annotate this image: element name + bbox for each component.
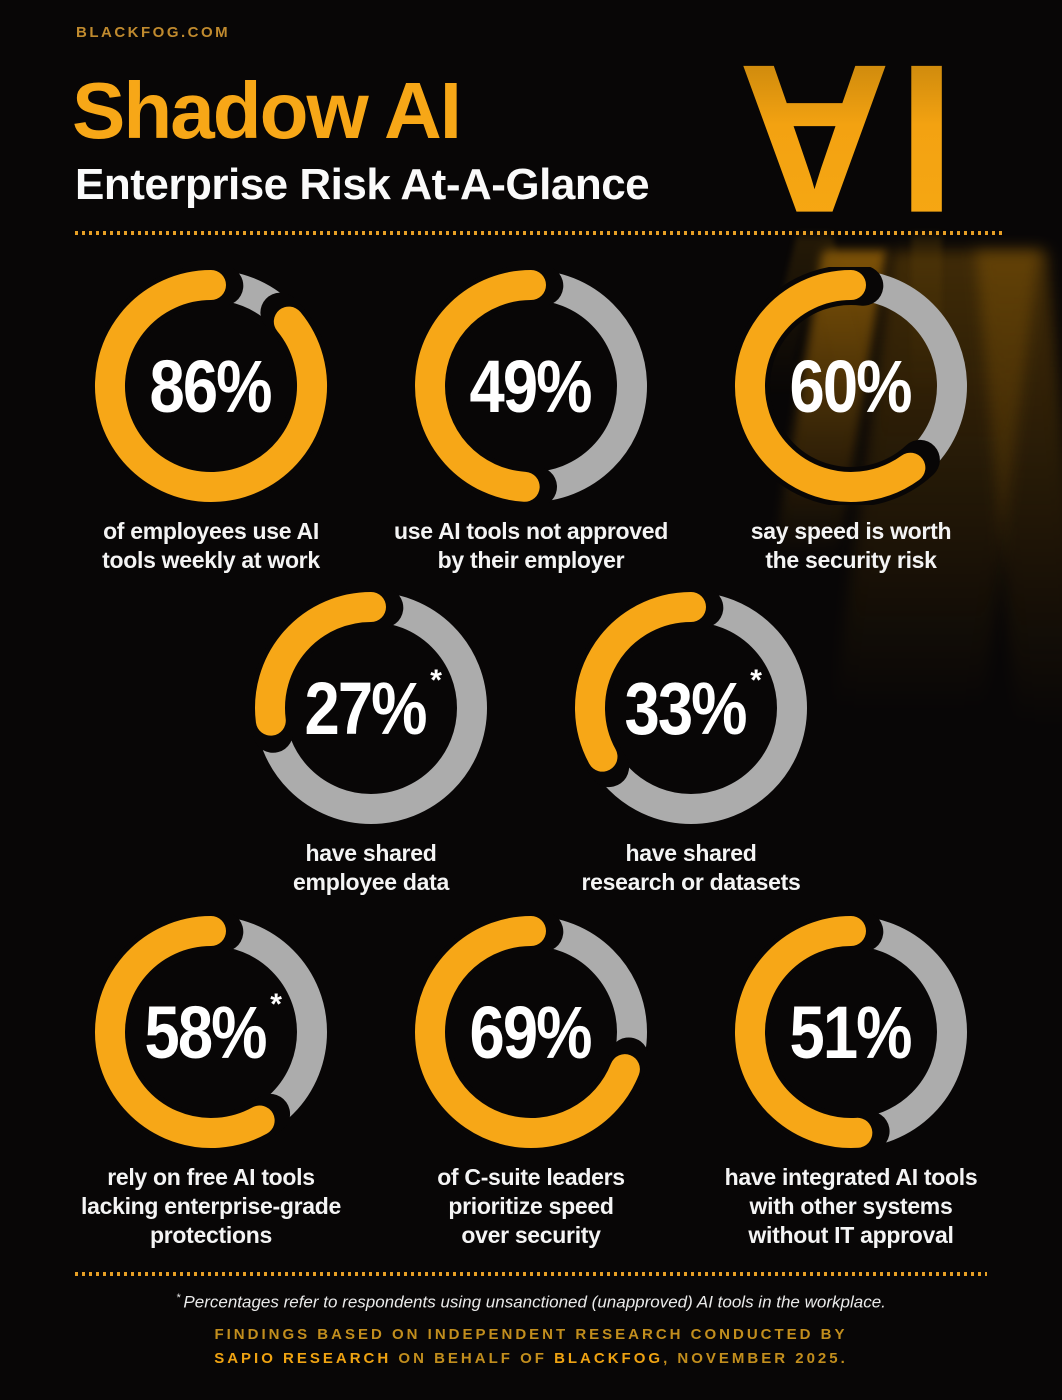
footer-on-behalf-of: ON BEHALF OF bbox=[391, 1350, 555, 1368]
stat-card: 49% use AI tools not approved by their e… bbox=[371, 267, 691, 575]
stat-value-number: 58% bbox=[144, 990, 268, 1074]
stat-card: 60% say speed is worth the security risk bbox=[691, 267, 1011, 575]
stat-caption: have integrated AI tools with other syst… bbox=[724, 1163, 978, 1248]
donut-ring-svg bbox=[412, 267, 647, 505]
stat-value: 51% bbox=[732, 913, 970, 1151]
stat-value-number: 33% bbox=[624, 666, 748, 750]
donut-chart: 49% bbox=[412, 267, 650, 505]
page-title: Shadow AI bbox=[72, 66, 462, 155]
donut-chart: 60% bbox=[732, 267, 970, 505]
stat-card: 33% * have shared research or datasets bbox=[531, 588, 851, 897]
stat-value-number: 49% bbox=[469, 344, 592, 428]
donut-chart: 33% * bbox=[572, 588, 810, 827]
footnote-text: Percentages refer to respondents using u… bbox=[183, 1292, 886, 1312]
footer-sapio-research: SAPIO RESEARCH bbox=[214, 1350, 392, 1368]
stat-value: 58% * bbox=[92, 913, 330, 1151]
stat-row-3: 58% * rely on free AI tools lacking enter… bbox=[0, 912, 1062, 1250]
donut-ring-svg bbox=[732, 912, 967, 1151]
donut-filled-arc bbox=[415, 915, 640, 1148]
dotted-divider-bottom bbox=[75, 1271, 987, 1276]
footnote: * Percentages refer to respondents using … bbox=[0, 1292, 1062, 1313]
donut-ring-svg bbox=[92, 267, 330, 505]
stat-card: 58% * rely on free AI tools lacking enter… bbox=[51, 912, 371, 1250]
donut-filled-arc bbox=[734, 915, 873, 1148]
donut-chart: 58% * bbox=[92, 912, 330, 1151]
stat-row-2: 27% * have shared employee data 33% * have… bbox=[0, 588, 1062, 897]
donut-ring-svg bbox=[732, 267, 967, 505]
page-subtitle: Enterprise Risk At-A-Glance bbox=[75, 160, 650, 209]
stat-caption: have shared research or datasets bbox=[581, 839, 801, 895]
stat-value: 33% * bbox=[572, 589, 810, 827]
stat-caption: say speed is worth the security risk bbox=[750, 518, 952, 573]
donut-filled-arc bbox=[575, 591, 706, 772]
donut-chart: 69% bbox=[412, 912, 650, 1151]
footer-blackfog: BLACKFOG bbox=[554, 1350, 664, 1368]
stat-value-number: 69% bbox=[469, 990, 592, 1074]
donut-ring-svg bbox=[572, 588, 807, 824]
donut-filled-arc bbox=[415, 270, 546, 502]
donut-ring-svg bbox=[92, 912, 327, 1151]
footer-attribution-line-2: SAPIO RESEARCH ON BEHALF OF BLACKFOG, NO… bbox=[0, 1350, 1062, 1367]
stat-value: 27% * bbox=[252, 589, 490, 827]
stat-footnote-marker: * bbox=[750, 663, 762, 697]
stat-value-number: 51% bbox=[789, 990, 912, 1074]
stat-value: 60% bbox=[732, 267, 970, 505]
stat-caption: of employees use AI tools weekly at work bbox=[102, 518, 320, 573]
stat-caption: use AI tools not approved by their emplo… bbox=[393, 518, 669, 573]
stat-caption: of C-suite leaders prioritize speed over… bbox=[437, 1163, 625, 1248]
stat-card: 69% of C-suite leaders prioritize speed … bbox=[371, 912, 691, 1250]
stat-value-number: 86% bbox=[149, 344, 272, 428]
stat-footnote-marker: * bbox=[270, 987, 282, 1021]
footnote-marker: * bbox=[176, 1291, 181, 1304]
site-url[interactable]: BLACKFOG.COM bbox=[76, 24, 231, 41]
donut-chart: 86% bbox=[92, 267, 330, 505]
donut-filled-arc bbox=[255, 591, 386, 736]
stat-card: 51% have integrated AI tools with other … bbox=[691, 912, 1011, 1250]
stat-row-1: 86% of employees use AI tools weekly at … bbox=[0, 267, 1062, 575]
donut-chart: 27% * bbox=[252, 588, 490, 827]
stat-card: 27% * have shared employee data bbox=[211, 588, 531, 897]
stat-caption: rely on free AI tools lacking enterprise… bbox=[81, 1163, 341, 1248]
footer-attribution-line-1: FINDINGS BASED ON INDEPENDENT RESEARCH C… bbox=[214, 1326, 848, 1344]
stat-value-number: 60% bbox=[789, 344, 912, 428]
donut-filled-arc bbox=[95, 270, 327, 502]
stat-value: 69% bbox=[412, 913, 650, 1151]
stat-value-number: 27% bbox=[304, 666, 428, 750]
stat-value: 86% bbox=[92, 267, 330, 505]
donut-ring-svg bbox=[412, 912, 649, 1151]
stat-footnote-marker: * bbox=[430, 663, 442, 697]
donut-filled-arc bbox=[735, 270, 926, 502]
donut-chart: 51% bbox=[732, 912, 970, 1151]
stat-value: 49% bbox=[412, 267, 650, 505]
donut-ring-svg bbox=[252, 588, 487, 824]
footer-date: , NOVEMBER 2025. bbox=[663, 1350, 848, 1368]
stat-caption: have shared employee data bbox=[293, 839, 449, 895]
stat-card: 86% of employees use AI tools weekly at … bbox=[51, 267, 371, 575]
dotted-divider-top bbox=[75, 231, 1006, 235]
donut-filled-arc bbox=[95, 915, 275, 1148]
